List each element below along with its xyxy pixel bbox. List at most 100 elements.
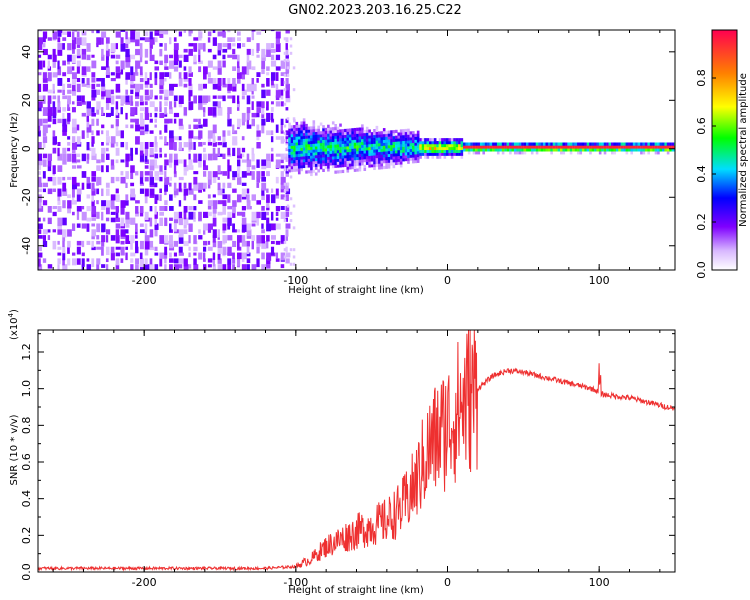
- spectrogram-cell: [125, 217, 131, 224]
- spectrogram-cell: [443, 141, 447, 145]
- spectrogram-cell: [222, 206, 226, 215]
- spectrogram-cell: [649, 145, 653, 149]
- spectrogram-cell: [212, 217, 217, 227]
- spectrogram-cell: [115, 54, 121, 59]
- spectrogram-cell: [370, 140, 374, 145]
- spectrogram-cell: [76, 240, 82, 246]
- spectrogram-cell: [149, 176, 155, 186]
- spectrogram-cell: [256, 182, 260, 188]
- spectrogram-cell: [382, 160, 386, 164]
- spectrogram-cell: [358, 165, 362, 169]
- spectrogram-cell: [266, 252, 272, 261]
- spectrogram-cell: [288, 142, 291, 147]
- spectrogram-cell: [207, 258, 213, 263]
- spectrogram-cell: [52, 83, 55, 92]
- spectrogram-cell: [110, 142, 115, 148]
- spectrogram-cell: [149, 188, 155, 196]
- spectrogram-cell: [169, 107, 173, 114]
- spectrogram-cell: [130, 252, 136, 257]
- spectrogram-cell: [598, 145, 602, 149]
- spectrogram-cell: [188, 30, 193, 34]
- spectrogram-cell: [399, 155, 403, 159]
- spectrogram-cell: [135, 235, 138, 239]
- spectrogram-cell: [217, 153, 223, 157]
- spectrogram-cell: [339, 138, 342, 142]
- spectrogram-cell: [217, 78, 222, 87]
- spectrogram-cell: [154, 107, 158, 112]
- spectrogram-cell: [443, 149, 447, 153]
- spectrogram-cell: [164, 30, 169, 35]
- spectrogram-cell: [164, 66, 169, 70]
- spectrogram-cell: [222, 78, 226, 85]
- spectrogram-cell: [67, 95, 72, 105]
- spectrogram-cell: [105, 89, 111, 98]
- spectrogram-cell: [428, 152, 432, 156]
- spectrogram-cell: [62, 229, 67, 238]
- spectrogram-cell: [312, 137, 316, 141]
- spectrogram-cell: [305, 138, 308, 142]
- spectrogram-cell: [334, 170, 337, 174]
- spectrogram-cell: [395, 156, 398, 160]
- spectrogram-cell: [241, 43, 246, 48]
- spectrogram-cell: [47, 235, 51, 241]
- spectrogram-cell: [144, 107, 149, 114]
- spectrogram-cell: [42, 31, 48, 39]
- spectrogram-cell: [285, 142, 290, 146]
- spectrogram-cell: [154, 78, 158, 86]
- spectrogram-cell: [666, 151, 670, 155]
- spectrogram-cell: [227, 171, 230, 179]
- spectrogram-cell: [353, 133, 357, 137]
- spectrogram-cell: [81, 83, 87, 87]
- spectrogram-cell: [322, 139, 325, 143]
- spectrogram-cell: [314, 154, 318, 159]
- spectrogram-cell: [47, 54, 52, 60]
- spectrogram-cell: [416, 142, 420, 146]
- spectrogram-cell: [212, 229, 217, 238]
- spectrogram-cell: [300, 162, 303, 166]
- spectrogram-cell: [640, 142, 643, 146]
- spectrogram-cell: [300, 150, 303, 154]
- spectrogram-cell: [324, 151, 328, 155]
- spectrogram-cell: [203, 83, 207, 89]
- spectrogram-cell: [232, 78, 236, 87]
- spectrogram-cell: [346, 149, 350, 153]
- spectrogram-cell: [489, 148, 493, 152]
- spectrogram-cell: [62, 130, 67, 136]
- spectrogram-cell: [346, 160, 350, 164]
- spectrogram-cell: [344, 131, 347, 135]
- spectrogram-cell: [344, 146, 347, 150]
- spectrogram-cell: [241, 264, 247, 270]
- spectrogram-cell: [416, 159, 420, 163]
- spectrogram-cell: [227, 107, 232, 115]
- spectrogram-cell: [290, 131, 294, 135]
- spectrogram-cell: [288, 160, 291, 164]
- spectrogram-cell: [380, 148, 384, 152]
- spectrogram-cell: [477, 148, 481, 152]
- spectrogram-cell: [105, 246, 110, 256]
- spectrogram-cell: [139, 66, 143, 76]
- spectrogram-cell: [300, 127, 303, 131]
- spectrogram-cell: [314, 137, 318, 141]
- spectrogram-cell: [295, 133, 299, 137]
- spectrogram-cell: [305, 170, 308, 174]
- spectrogram-cell: [42, 78, 48, 83]
- spectrogram-cell: [305, 126, 308, 130]
- spectrogram-cell: [105, 165, 109, 173]
- spectrogram-cell: [67, 200, 72, 209]
- spectrogram-cell: [632, 142, 636, 146]
- spectrogram-cell: [222, 60, 226, 68]
- spectrogram-cell: [392, 162, 396, 166]
- spectrogram-cell: [217, 107, 223, 116]
- spectrogram-cell: [327, 162, 330, 166]
- spectrogram-cell: [290, 160, 294, 164]
- spectrogram-cell: [227, 246, 232, 255]
- spectrogram-cell: [297, 142, 301, 146]
- spectrogram-cell: [217, 165, 221, 173]
- spectrogram-cell: [256, 78, 259, 83]
- spectrogram-cell: [327, 159, 330, 163]
- spectrogram-cell: [431, 138, 435, 142]
- spectrogram-cell: [42, 107, 48, 116]
- spectrogram-cell: [351, 160, 354, 164]
- spectrogram-cell: [270, 60, 277, 67]
- spectrogram-cell: [135, 31, 140, 40]
